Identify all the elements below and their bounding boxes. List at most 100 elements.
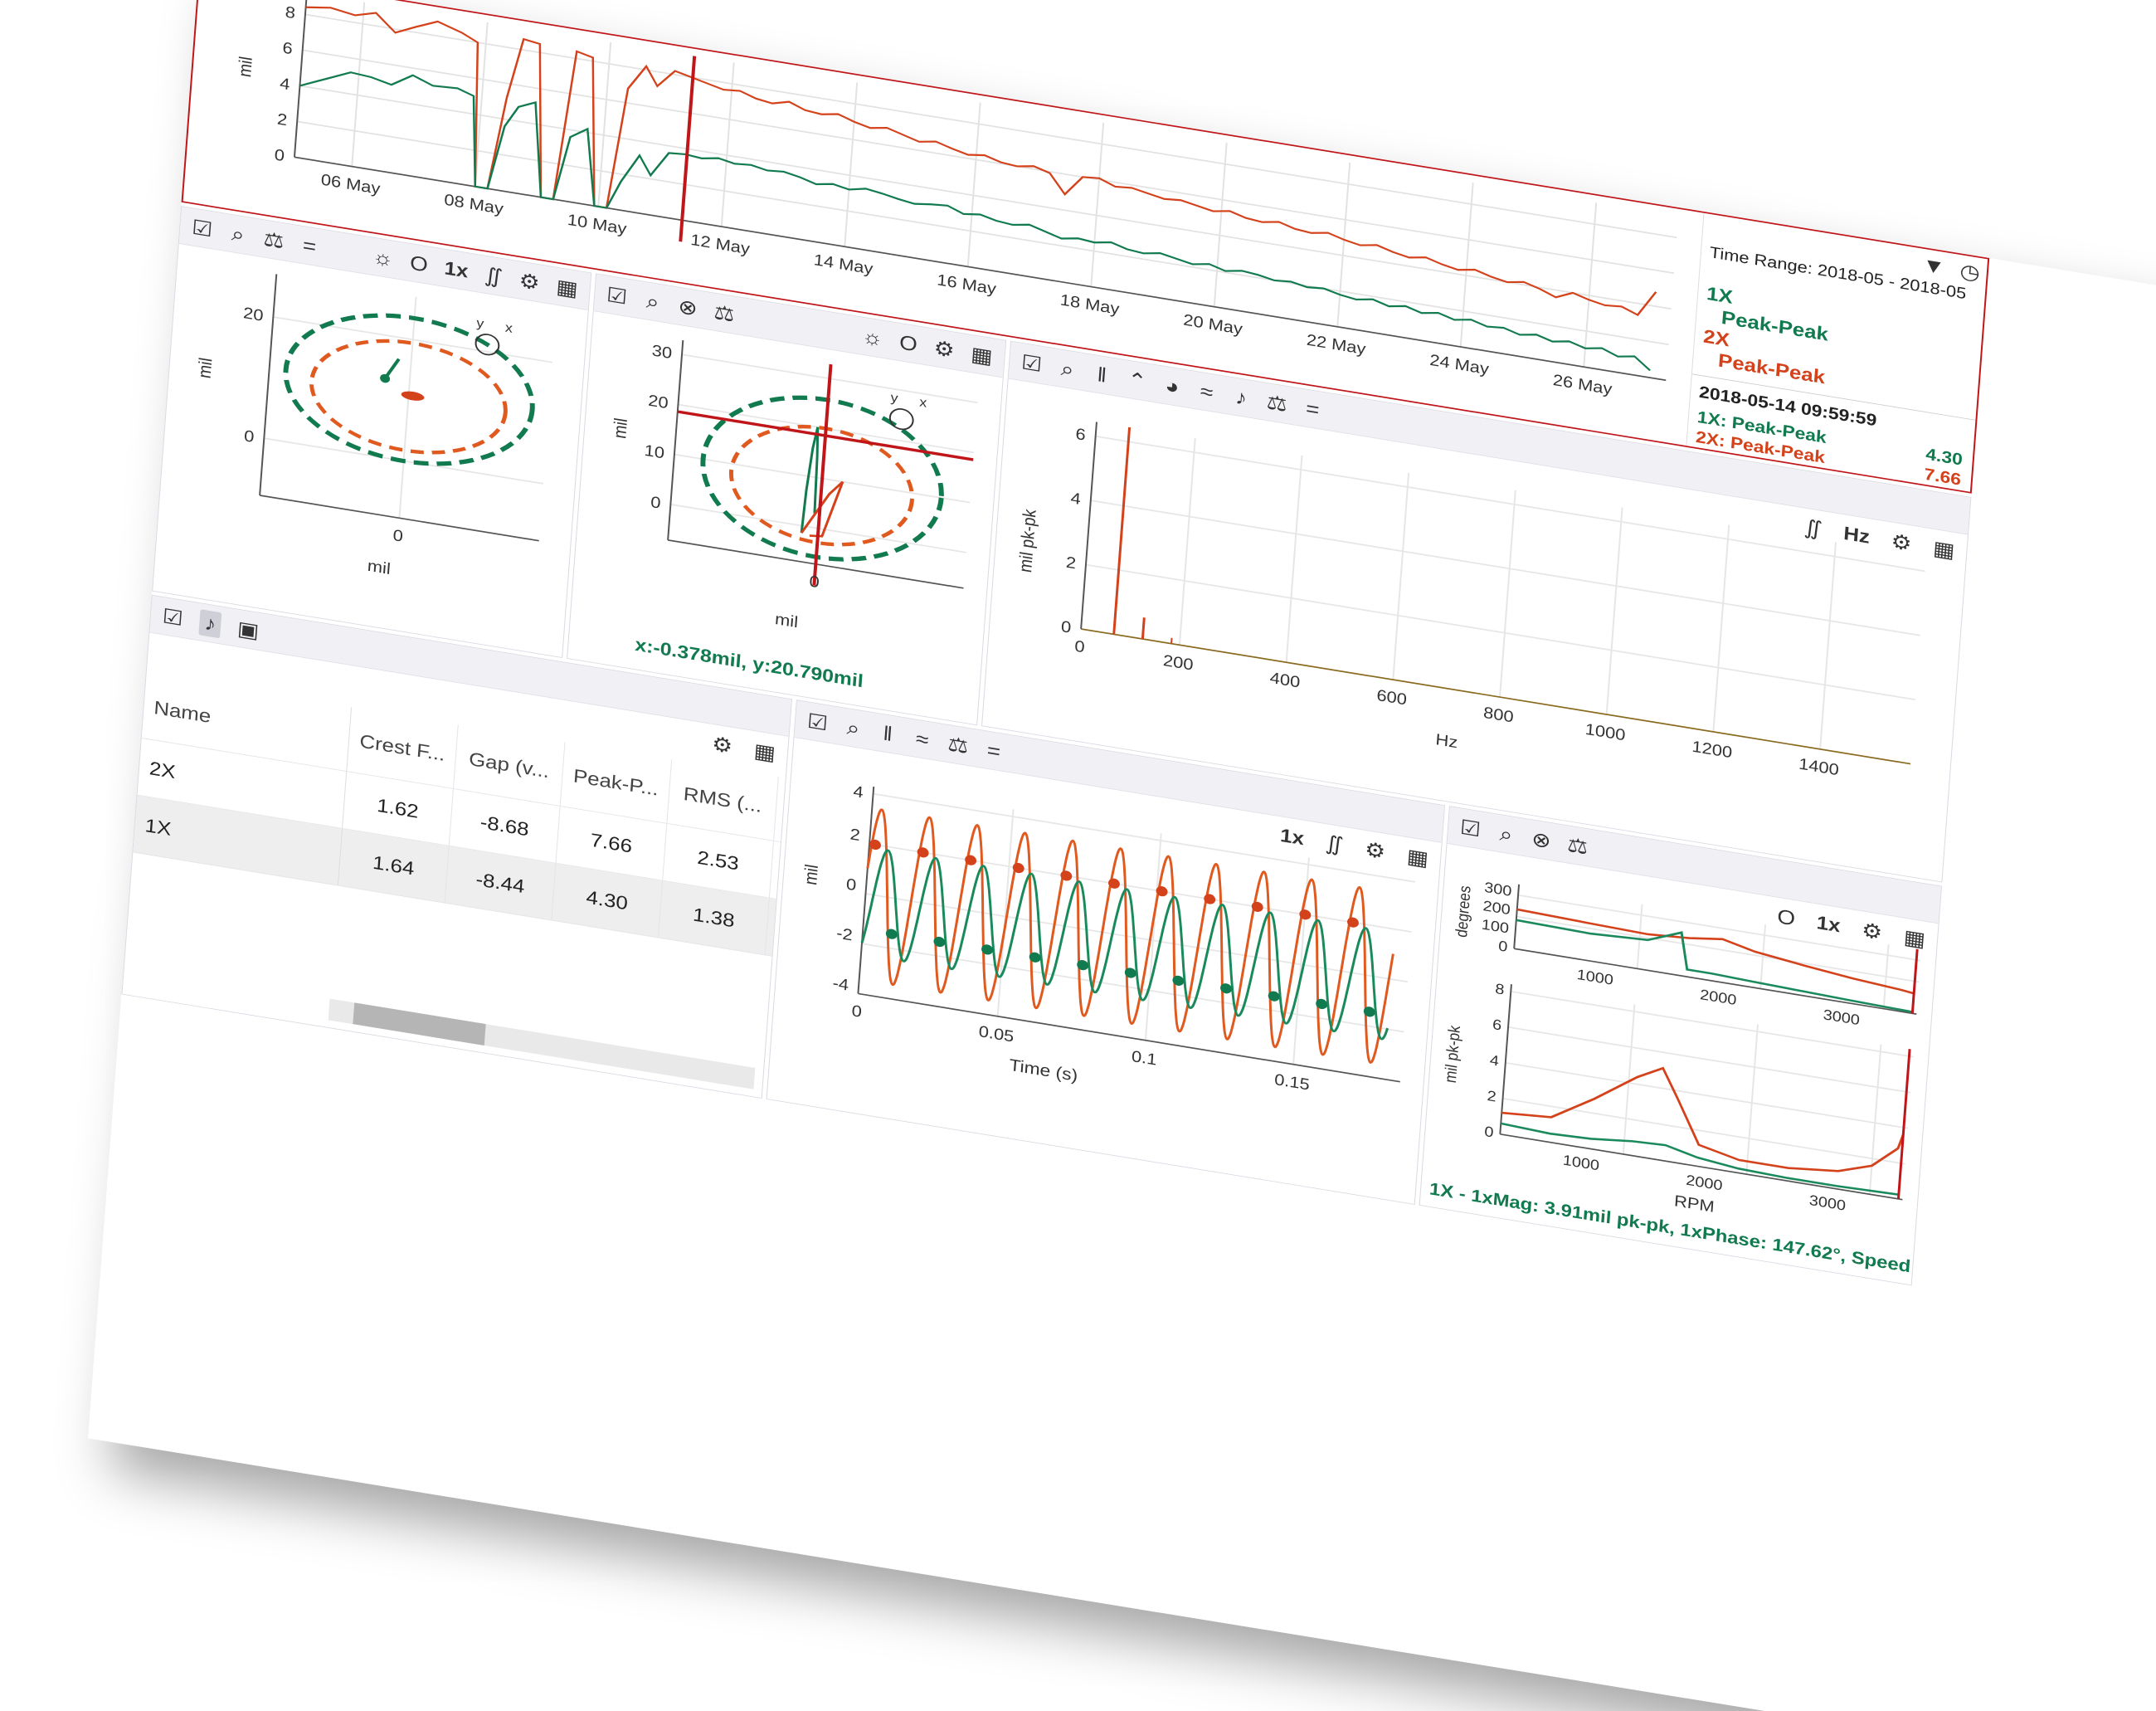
orbit2-chart[interactable]: y x 0 10 20 30 0 mil mil [567, 311, 1005, 725]
spectrum-x-tick: 1000 [1584, 720, 1626, 744]
scrollbar-thumb[interactable] [353, 1002, 486, 1046]
trend-x-tick: 14 May [813, 251, 874, 278]
waveform-2x-keyphasor-dot [1060, 870, 1073, 881]
legend-1x-label[interactable]: 1X [1706, 282, 1734, 309]
chevron-up-icon[interactable]: ⌃ [1127, 367, 1148, 393]
gauge-icon[interactable]: ◕ [1164, 373, 1180, 398]
circle-icon[interactable]: O [409, 251, 429, 276]
waveform-keyphasor-dots [869, 839, 1375, 1017]
trend-y-tick: 4 [280, 75, 291, 94]
spectrum-y-tick: 0 [1060, 617, 1072, 636]
gear-icon[interactable]: ⚙ [518, 268, 541, 295]
peaks-icon[interactable]: ≈ [1199, 379, 1214, 404]
integrate-icon[interactable]: ∬ [484, 262, 504, 289]
clock-icon[interactable]: ◷ [1959, 259, 1981, 285]
waveform-2x-keyphasor-dot [917, 847, 929, 858]
close-circle-icon[interactable]: ⊗ [677, 294, 698, 320]
bode-phase-tick: 100 [1481, 916, 1509, 937]
balance-icon[interactable]: ⚖ [1566, 832, 1589, 859]
orbit2-probe-y: y [890, 390, 899, 406]
bode-amp-tick: 6 [1492, 1016, 1501, 1033]
legend-2x-sub: Peak-Peak [1717, 349, 1827, 388]
zoom-icon[interactable]: ⌕ [231, 222, 246, 246]
bode-phase-tick: 300 [1484, 879, 1512, 899]
pause-icon[interactable]: ‖ [882, 721, 893, 746]
checkbox-icon[interactable]: ☑ [1020, 350, 1044, 376]
checkbox-icon[interactable]: ☑ [161, 604, 184, 630]
bode-phase-cursor[interactable] [1910, 948, 1919, 1014]
probe-icon[interactable]: ☼ [860, 324, 884, 350]
zoom-icon[interactable]: ⌕ [1060, 356, 1075, 382]
checkbox-icon[interactable]: ☑ [606, 282, 629, 309]
bode-phase-x-axis [1514, 948, 1917, 1015]
waveform-2x-keyphasor-dot [1251, 901, 1263, 913]
legend-2x-label[interactable]: 2X [1702, 324, 1730, 351]
checkbox-icon[interactable]: ☑ [1459, 815, 1482, 841]
spectrum-x-tick: 400 [1269, 669, 1301, 691]
bode-amp-tick: 4 [1489, 1051, 1499, 1069]
balance-icon[interactable]: ⚖ [947, 732, 970, 758]
equals-icon[interactable]: = [1305, 396, 1321, 422]
probe-icon[interactable]: ☼ [371, 244, 395, 271]
bode-amp-x-tick: 2000 [1686, 1172, 1723, 1193]
bode-chart[interactable]: 0 100 200 300 degrees 1000 2000 3000 [1420, 844, 1940, 1285]
orbit1-y-tick: 20 [242, 304, 264, 324]
peaks-icon[interactable]: ≈ [915, 726, 930, 752]
waveform-chart[interactable]: -4 -2 0 2 4 mil 0 0.05 0.1 0.15 Time (s) [767, 738, 1443, 1205]
orbit1-2x-keyphasor [401, 391, 425, 401]
spectrum-1x-peak [1112, 427, 1132, 635]
waveform-y-tick: 2 [849, 826, 861, 845]
equals-icon[interactable]: = [986, 738, 1002, 763]
trend-chart[interactable]: 0 2 4 6 8 mil 06 May 08 May 10 May 12 Ma… [183, 0, 1695, 447]
trend-time-cursor[interactable] [679, 56, 697, 242]
bell-icon[interactable]: ♪ [198, 608, 222, 638]
equals-icon[interactable]: = [302, 233, 318, 258]
checkbox-icon[interactable]: ☑ [806, 709, 829, 735]
trend-x-tick: 20 May [1183, 311, 1244, 339]
filter-icon[interactable]: ▼ [1921, 252, 1946, 280]
grid-icon[interactable]: ▦ [970, 342, 994, 368]
close-circle-icon[interactable]: ⊗ [1531, 826, 1552, 853]
trend-x-tick: 18 May [1059, 291, 1121, 319]
spectrum-chart[interactable]: 0 2 4 6 mil pk-pk 0 200 400 600 800 1000… [982, 378, 1969, 882]
grid-icon[interactable]: ▦ [752, 739, 776, 765]
waveform-1x-keyphasor-dot [933, 936, 946, 948]
gear-icon[interactable]: ⚙ [932, 335, 956, 362]
bode-amp-x-tick: 1000 [1562, 1152, 1599, 1173]
grid-icon[interactable]: ▦ [555, 274, 579, 300]
gear-icon[interactable]: ⚙ [711, 732, 734, 758]
trend-y-label: mil [235, 55, 256, 78]
bode-amp-cursor[interactable] [1896, 1049, 1911, 1200]
zoom-icon[interactable]: ⌕ [845, 715, 861, 740]
waveform-2x-keyphasor-dot [1204, 894, 1216, 904]
waveform-x-tick: 0 [851, 1002, 863, 1021]
orbit1-1x-button[interactable]: 1x [443, 256, 470, 282]
horizontal-scrollbar[interactable] [328, 998, 756, 1089]
orbit2-y-axis [667, 339, 684, 541]
waveform-2x-keyphasor-dot [869, 839, 881, 851]
bode-phase-tick: 0 [1498, 938, 1508, 955]
waveform-x-tick: 0.1 [1131, 1047, 1157, 1069]
spectrum-panel: ☑ ⌕ ‖ ⌃ ◕ ≈ ♪ ⚖ = ∬ Hz ⚙ ▦ [981, 340, 1972, 883]
waveform-2x-keyphasor-dot [1156, 886, 1168, 897]
lock-icon[interactable]: ▣ [236, 616, 260, 642]
spectrum-2x-peak [1141, 617, 1146, 640]
balance-icon[interactable]: ⚖ [1265, 390, 1288, 416]
balance-icon[interactable]: ⚖ [713, 300, 736, 326]
spectrum-x-label: Hz [1435, 730, 1458, 751]
bode-phase-x-tick: 3000 [1823, 1006, 1860, 1027]
orbit2-cursor-v[interactable] [812, 363, 833, 586]
pause-icon[interactable]: ‖ [1096, 363, 1108, 387]
orbit1-y-tick: 0 [243, 427, 255, 446]
waveform-y-tick: 4 [853, 782, 864, 802]
waveform-1x-keyphasor-dot [1077, 959, 1089, 971]
orbit1-probe-x: x [504, 320, 513, 336]
zoom-icon[interactable]: ⌕ [645, 289, 660, 314]
checkbox-icon[interactable]: ☑ [191, 215, 214, 241]
zoom-icon[interactable]: ⌕ [1498, 821, 1514, 846]
orbit1-chart[interactable]: y x 0 20 0 mil mil [153, 244, 590, 658]
bell-icon[interactable]: ♪ [1234, 385, 1248, 410]
balance-icon[interactable]: ⚖ [262, 227, 285, 253]
circle-icon[interactable]: O [898, 330, 918, 356]
